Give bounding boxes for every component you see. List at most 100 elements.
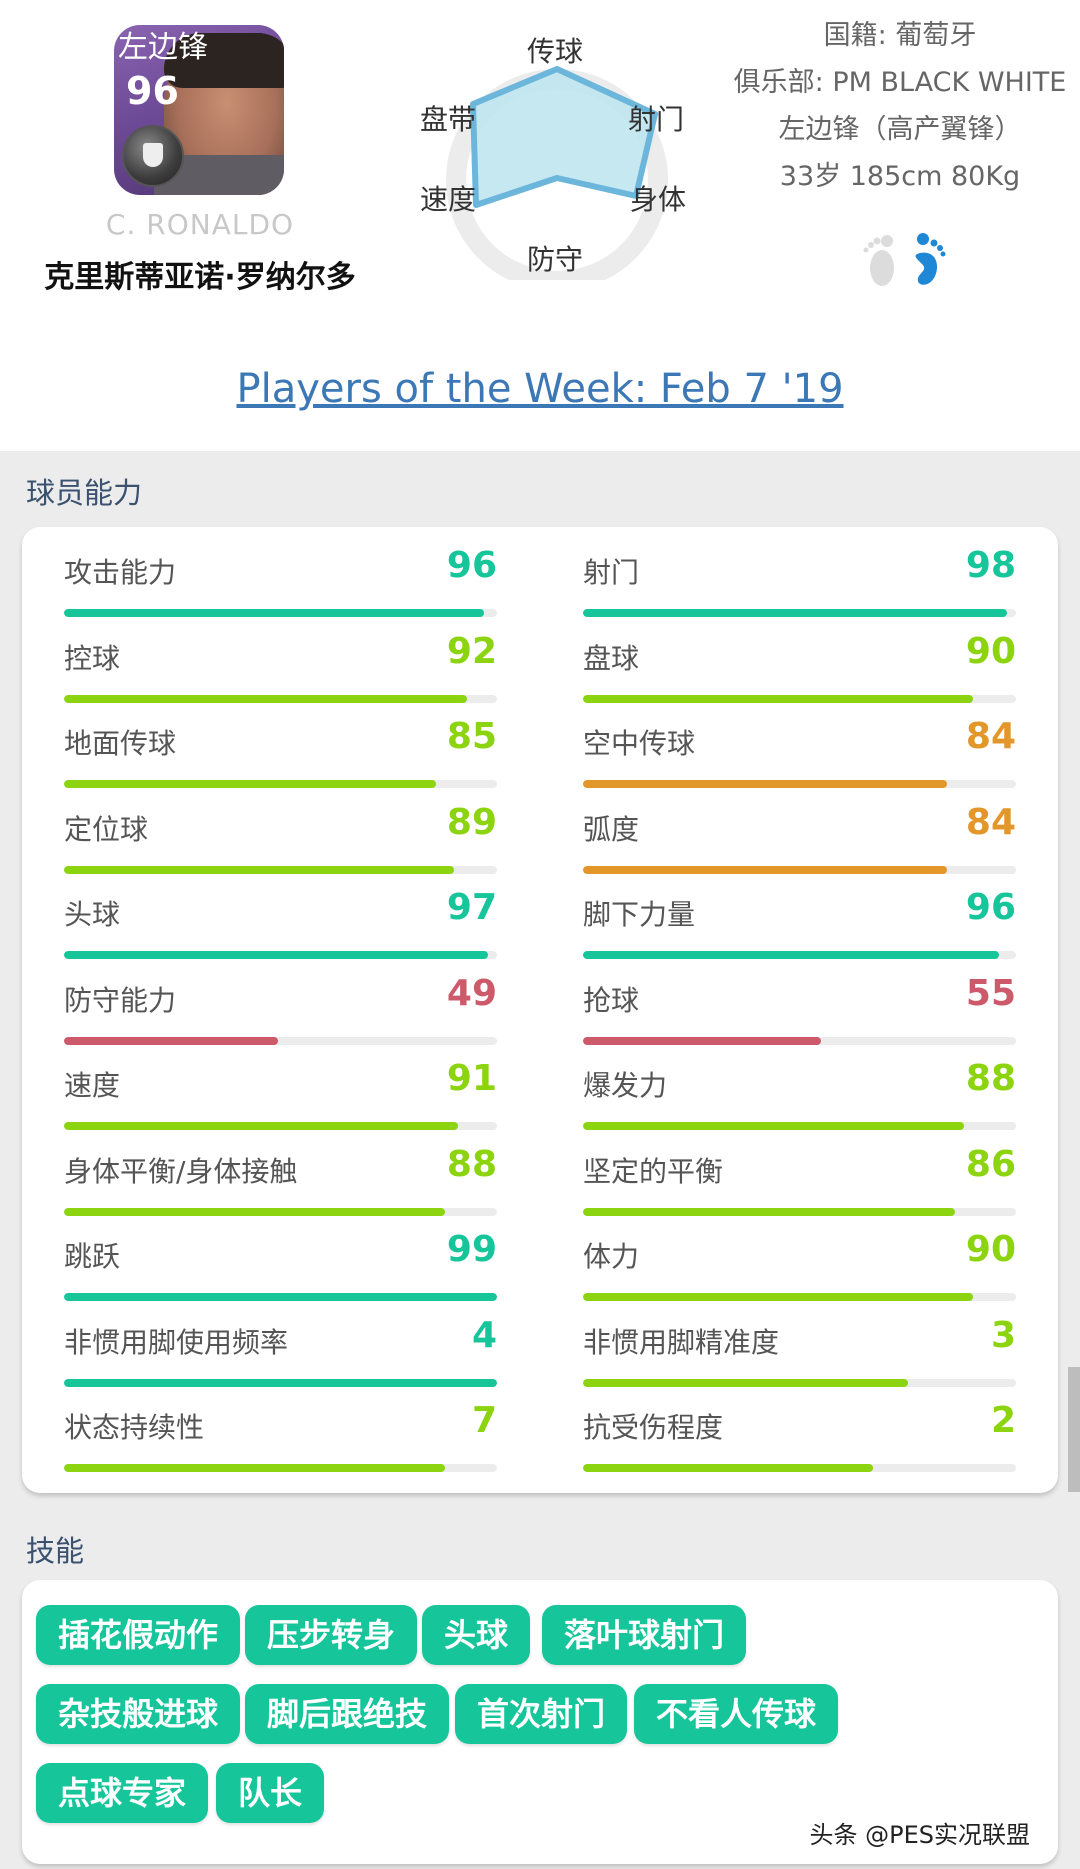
- stat-bar-track: [64, 1293, 497, 1301]
- stat-label: 速度: [64, 1069, 121, 1102]
- stat-value: 96: [446, 545, 497, 586]
- radar-label-top-left: 盘带: [420, 103, 477, 136]
- stat-bar-fill: [64, 1036, 279, 1045]
- stat-bar-track: [583, 865, 1016, 874]
- left-foot-icon: [863, 235, 894, 286]
- stat-row: 头球 97: [64, 881, 497, 966]
- stat-value: 99: [446, 1229, 497, 1270]
- skill-chip[interactable]: 首次射门: [455, 1684, 628, 1744]
- stat-label: 体力: [583, 1240, 640, 1273]
- stat-value: 85: [446, 716, 497, 757]
- stat-row: 体力 90: [583, 1223, 1016, 1308]
- stat-bar-track: [64, 865, 497, 874]
- stat-bar-fill: [583, 1122, 965, 1130]
- radar-polygon: [470, 66, 658, 208]
- stat-bar-track: [64, 780, 497, 788]
- stat-label: 坚定的平衡: [583, 1154, 724, 1188]
- stat-row: 爆发力 88: [583, 1052, 1016, 1137]
- stat-label: 头球: [64, 898, 121, 931]
- stat-row: 攻击能力 96: [64, 539, 497, 624]
- stat-row: 抗受伤程度 2: [583, 1394, 1016, 1479]
- watermark: 头条 @PES实况联盟: [809, 1821, 1031, 1849]
- stat-value: 7: [471, 1400, 497, 1441]
- stat-bar-fill: [64, 1122, 459, 1130]
- stat-value: 84: [965, 716, 1016, 757]
- skill-chip[interactable]: 杂技般进球: [36, 1684, 241, 1744]
- player-card-avatar[interactable]: 左边锋 96: [114, 25, 284, 195]
- stat-row: 非惯用脚使用频率 4: [64, 1309, 497, 1394]
- stat-bar-fill: [583, 865, 947, 874]
- stat-value: 97: [446, 887, 497, 928]
- skills-title: 技能: [26, 1534, 85, 1568]
- player-name-cn: 克里斯蒂亚诺·罗纳尔多: [44, 260, 356, 295]
- stat-label: 跳跃: [64, 1240, 121, 1273]
- stat-bar-track: [64, 1207, 497, 1216]
- radar-chart: 传球 射门 身体 防守 速度 盘带: [400, 20, 720, 291]
- skill-chip[interactable]: 不看人传球: [634, 1684, 839, 1744]
- stat-label: 爆发力: [583, 1069, 668, 1102]
- stat-row: 脚下力量 96: [583, 881, 1016, 966]
- club: 俱乐部: PM BLACK WHITE: [733, 67, 1067, 98]
- stat-bar-fill: [64, 865, 454, 874]
- stat-label: 定位球: [64, 812, 149, 846]
- card-position: 左边锋: [118, 30, 208, 65]
- skill-chip[interactable]: 插花假动作: [36, 1605, 241, 1665]
- stat-bar-track: [64, 1464, 497, 1472]
- stat-bar-track: [583, 694, 1016, 703]
- stat-row: 身体平衡/身体接触 88: [64, 1138, 497, 1223]
- skill-chip[interactable]: 队长: [216, 1763, 325, 1823]
- stat-label: 防守能力: [64, 983, 177, 1017]
- stat-bar-track: [64, 951, 497, 959]
- stat-bar-track: [64, 1036, 497, 1045]
- stat-bar-track: [583, 1378, 1016, 1387]
- shield-icon: [143, 143, 163, 167]
- stat-value: 96: [965, 887, 1016, 928]
- radar-label-bottom-left: 速度: [420, 183, 477, 216]
- stat-bar-track: [583, 780, 1016, 788]
- stat-row: 弧度 84: [583, 796, 1016, 881]
- abilities-title: 球员能力: [26, 476, 143, 510]
- stat-label: 非惯用脚精准度: [583, 1325, 780, 1359]
- stat-label: 状态持续性: [64, 1411, 205, 1444]
- stat-value: 90: [965, 1229, 1016, 1270]
- stat-bar-fill: [64, 951, 489, 959]
- player-header: 左边锋 96 C. RONALDO 克里斯蒂亚诺·罗纳尔多 传球 射门 身体 防…: [0, 0, 1080, 451]
- stat-bar-fill: [583, 1207, 956, 1216]
- event-link[interactable]: Players of the Week: Feb 7 '19: [236, 366, 844, 412]
- stat-bar-track: [64, 1378, 497, 1387]
- stat-bar-fill: [583, 780, 947, 788]
- stat-label: 地面传球: [64, 727, 177, 760]
- stat-label: 抗受伤程度: [583, 1411, 724, 1444]
- stat-label: 攻击能力: [64, 556, 177, 589]
- stat-bar-fill: [583, 1293, 973, 1301]
- skill-chip[interactable]: 点球专家: [36, 1763, 209, 1823]
- stat-bar-fill: [64, 780, 437, 788]
- stat-bar-track: [583, 1464, 1016, 1472]
- skill-chip[interactable]: 脚后跟绝技: [245, 1684, 450, 1744]
- skills-card: 头条 @PES实况联盟 插花假动作 压步转身 头球 落叶球射门杂技般进球 脚后跟绝技 首次…: [22, 1580, 1058, 1864]
- skill-chip[interactable]: 头球: [422, 1605, 531, 1665]
- stat-value: 88: [965, 1058, 1016, 1099]
- stat-value: 55: [965, 972, 1016, 1014]
- stat-value: 91: [446, 1058, 497, 1099]
- scrollbar-thumb[interactable]: [1068, 1367, 1080, 1492]
- stat-bar-fill: [583, 694, 973, 703]
- stat-value: 84: [965, 801, 1016, 843]
- player-info: 国籍: 葡萄牙 俱乐部: PM BLACK WHITE 左边锋（高产翼锋） 33…: [720, 12, 1080, 200]
- stat-bar-fill: [64, 609, 484, 617]
- stat-bar-fill: [64, 694, 467, 703]
- skill-chip[interactable]: 压步转身: [245, 1605, 418, 1665]
- stat-row: 坚定的平衡 86: [583, 1138, 1016, 1223]
- stat-bar-track: [583, 1122, 1016, 1130]
- preferred-foot-icon: [863, 233, 946, 286]
- stat-row: 抢球 55: [583, 967, 1016, 1052]
- radar-label-bottom-right: 身体: [630, 183, 687, 216]
- right-foot-icon: [915, 233, 946, 285]
- stat-row: 防守能力 49: [64, 967, 497, 1052]
- nationality: 国籍: 葡萄牙: [823, 20, 977, 51]
- stat-label: 身体平衡/身体接触: [64, 1154, 298, 1188]
- skill-chip[interactable]: 落叶球射门: [542, 1605, 747, 1665]
- stat-value: 3: [990, 1314, 1016, 1356]
- stat-label: 盘球: [583, 641, 640, 675]
- player-photo-hair-top: [164, 33, 284, 88]
